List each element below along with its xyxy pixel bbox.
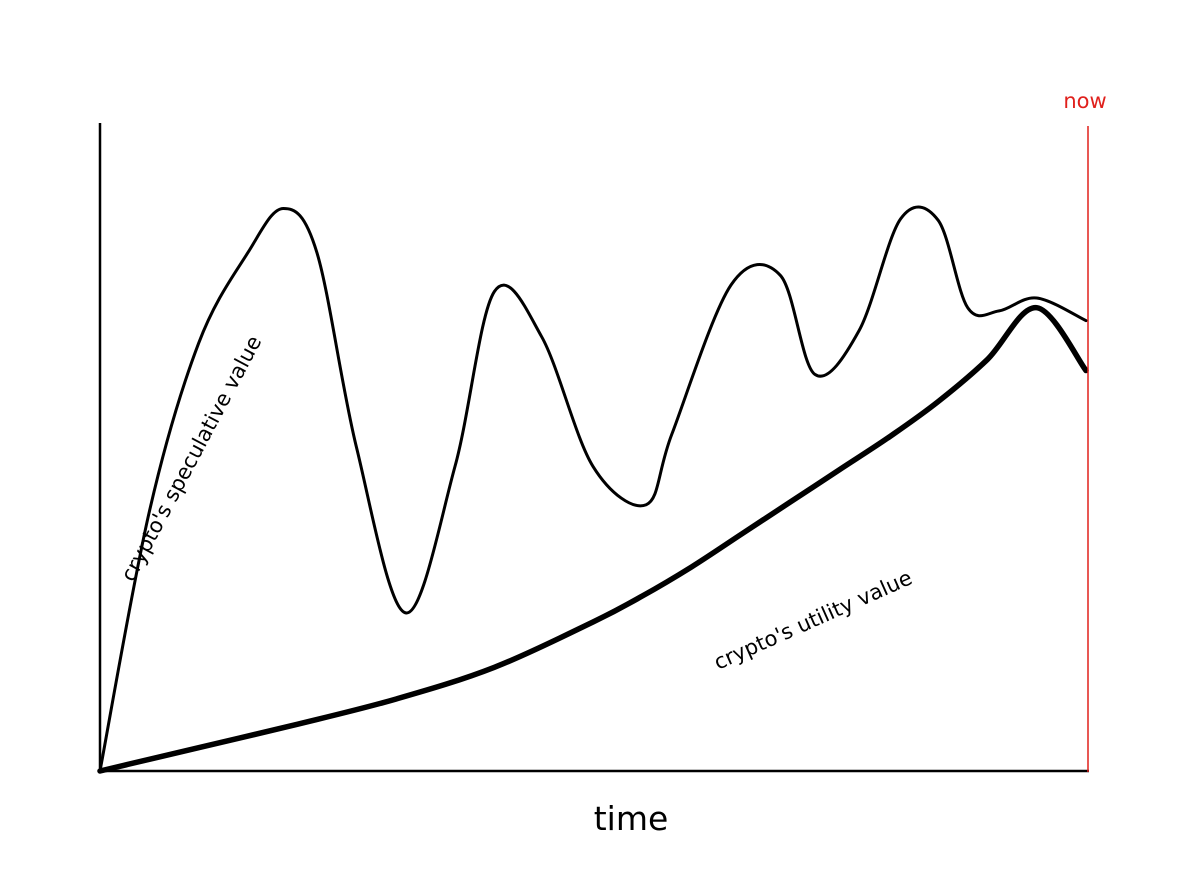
- utility-value-label: crypto's utility value: [710, 566, 915, 675]
- speculative-value-line: [98, 205, 1088, 773]
- speculative-value-label: crypto's speculative value: [116, 332, 266, 586]
- utility-value-line: [97, 304, 1089, 774]
- x-axis-label: time: [594, 799, 669, 838]
- now-marker-label: now: [1063, 89, 1106, 113]
- plot-area: [97, 205, 1089, 774]
